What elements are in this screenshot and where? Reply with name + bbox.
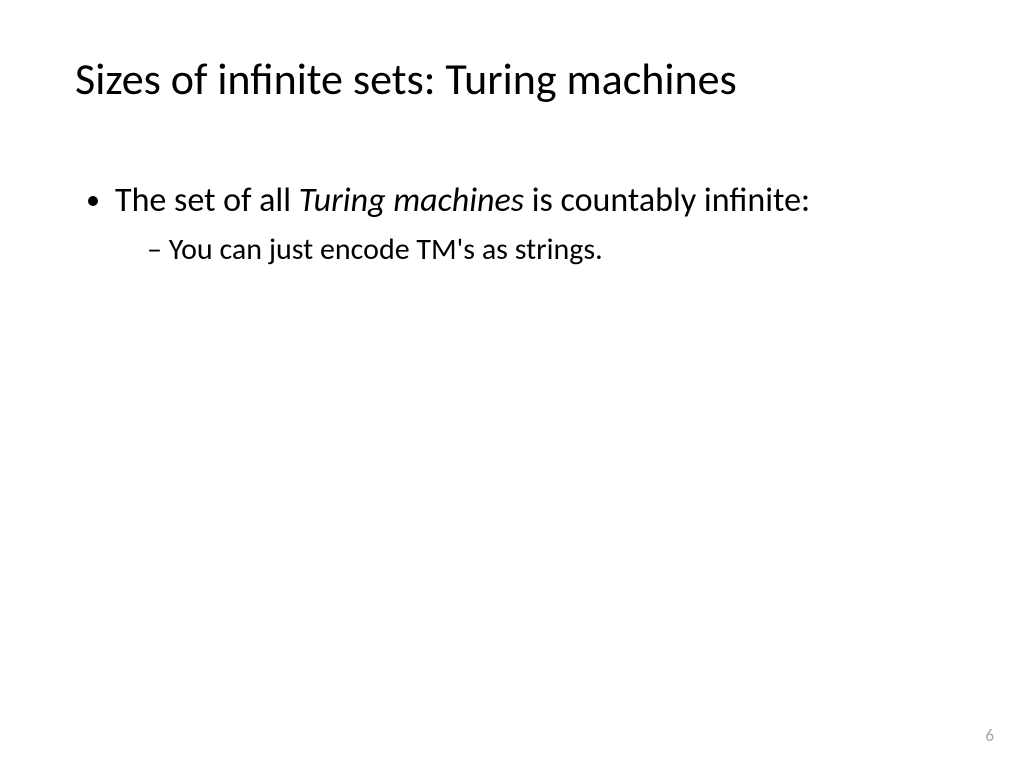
bullet-item-1: The set of all Turing machines is counta…	[115, 180, 949, 268]
sub-bullet-1: You can just encode TM's as strings.	[147, 231, 949, 269]
slide-title: Sizes of infinite sets: Turing machines	[75, 55, 949, 103]
bullet-list-level1: The set of all Turing machines is counta…	[75, 180, 949, 268]
bullet1-text-pre: The set of all	[115, 180, 299, 221]
page-number: 6	[985, 725, 994, 746]
bullet1-text-post: is countably infinite:	[524, 180, 810, 221]
slide: Sizes of infinite sets: Turing machines …	[0, 0, 1024, 768]
bullet1-text-em: Turing machines	[299, 180, 524, 221]
bullet-list-level2: You can just encode TM's as strings.	[115, 231, 949, 269]
slide-body: The set of all Turing machines is counta…	[75, 180, 949, 276]
